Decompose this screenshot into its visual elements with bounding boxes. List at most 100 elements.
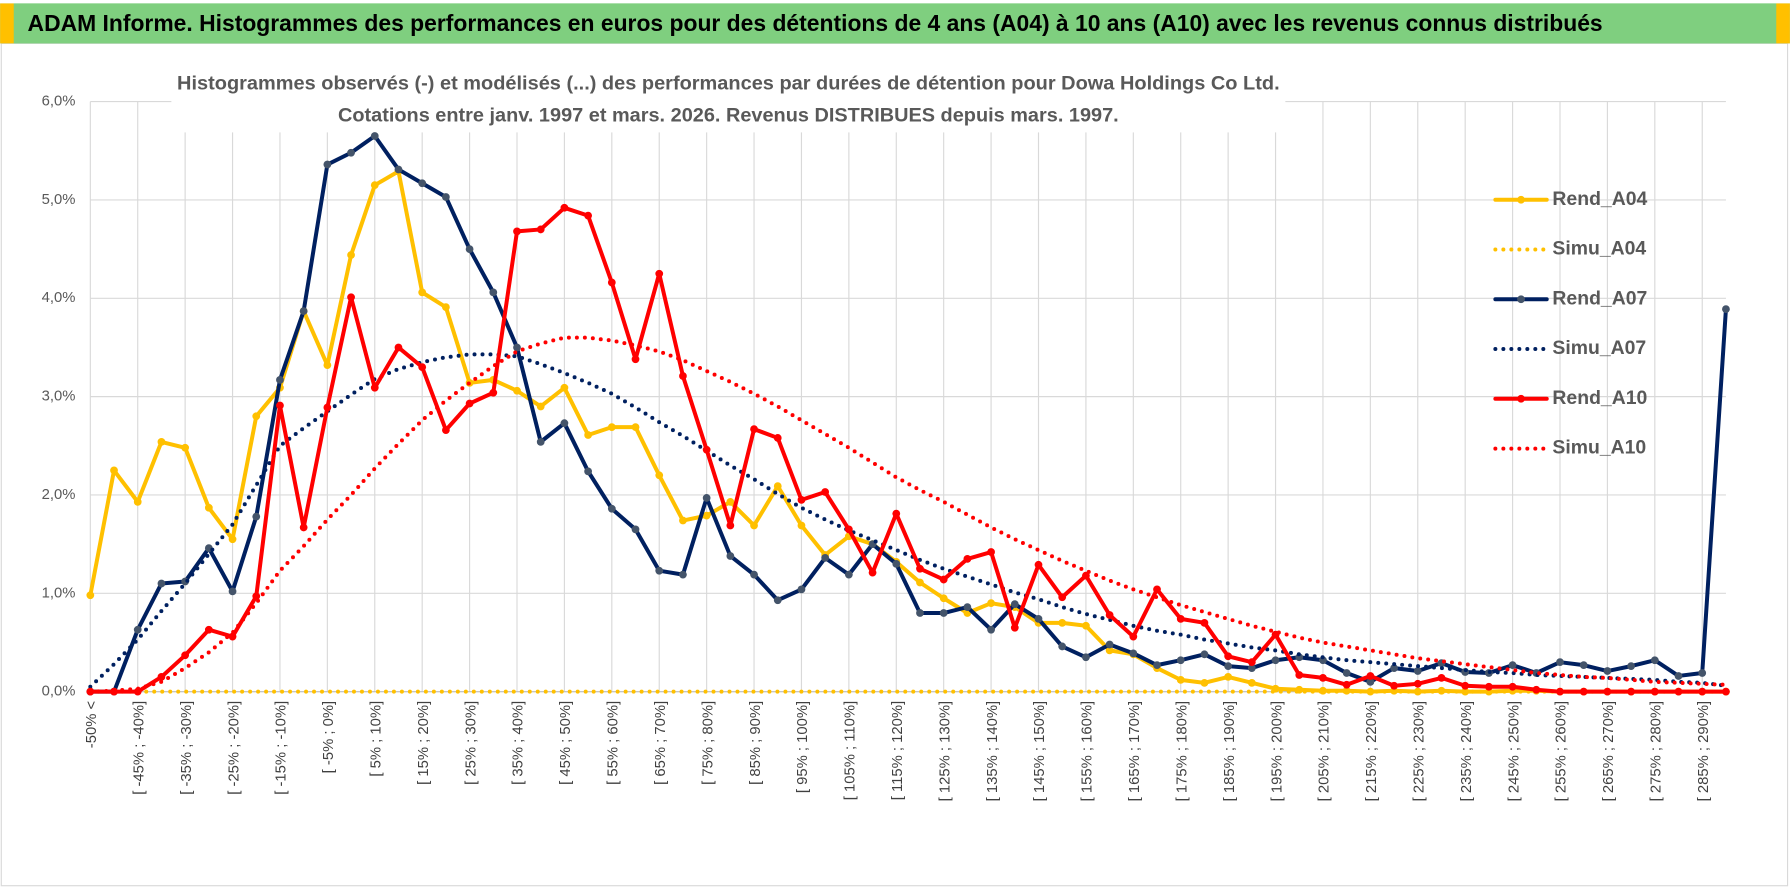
point-marker — [1627, 662, 1635, 670]
point-marker — [607, 278, 616, 287]
x-tick-label: [ 215% ; 220%] — [1364, 701, 1380, 802]
point-marker — [631, 423, 640, 432]
point-marker — [323, 361, 332, 370]
point-marker — [1508, 661, 1517, 670]
point-marker — [1224, 652, 1233, 661]
x-tick-label: [ -35% ; -30%] — [179, 701, 195, 795]
point-marker — [1200, 650, 1209, 659]
x-tick-label: [ -25% ; -20%] — [226, 701, 242, 795]
legend-marker — [1517, 195, 1525, 204]
point-marker — [655, 471, 664, 480]
x-tick-label: [ 35% ; 40%] — [511, 701, 527, 785]
point-marker — [1129, 632, 1138, 641]
point-marker — [181, 651, 190, 660]
legend-label: Rend_A10 — [1552, 387, 1647, 409]
point-marker — [560, 203, 569, 212]
point-marker — [252, 592, 261, 601]
point-marker — [797, 496, 806, 504]
point-marker — [1722, 687, 1730, 696]
point-marker — [1105, 611, 1114, 619]
header-bar — [13, 3, 1777, 44]
point-marker — [939, 575, 948, 584]
x-tick-label: [ 265% ; 270%] — [1601, 701, 1617, 802]
point-marker — [536, 437, 545, 446]
point-marker — [157, 579, 166, 588]
x-tick-label: [ 165% ; 170%] — [1127, 701, 1143, 802]
point-marker — [299, 307, 308, 315]
point-marker — [773, 596, 782, 605]
point-marker — [133, 497, 142, 506]
point-marker — [276, 376, 284, 384]
point-marker — [1295, 671, 1304, 679]
point-marker — [133, 625, 142, 634]
x-tick-label: [ 85% ; 90%] — [748, 701, 764, 785]
point-marker — [939, 609, 948, 617]
point-marker — [584, 431, 592, 439]
point-marker — [702, 445, 711, 454]
point-marker — [157, 673, 166, 681]
legend-marker — [1517, 394, 1525, 403]
point-marker — [228, 632, 237, 641]
point-marker — [1461, 681, 1470, 690]
y-tick-label: 3,0% — [42, 389, 76, 405]
point-marker — [1650, 687, 1659, 696]
point-marker — [1105, 646, 1114, 655]
point-marker — [987, 599, 995, 608]
point-marker — [963, 555, 972, 563]
y-tick-label: 5,0% — [42, 192, 76, 208]
point-marker — [916, 578, 924, 587]
legend-label: Rend_A04 — [1552, 188, 1647, 210]
point-marker — [157, 437, 166, 446]
point-marker — [513, 227, 521, 236]
header-corner — [0, 3, 14, 44]
point-marker — [821, 554, 830, 562]
point-marker — [513, 386, 521, 395]
point-marker — [1224, 673, 1233, 681]
point-marker — [465, 399, 474, 408]
x-tick-label: [ 175% ; 180%] — [1174, 701, 1190, 802]
point-marker — [773, 482, 782, 491]
point-marker — [560, 383, 569, 392]
y-tick-label: 6,0% — [42, 94, 76, 110]
point-marker — [702, 494, 711, 502]
point-marker — [1247, 678, 1256, 687]
point-marker — [1153, 661, 1161, 670]
point-marker — [1058, 593, 1067, 602]
point-marker — [655, 566, 664, 575]
point-marker — [1722, 305, 1730, 313]
point-marker — [323, 160, 332, 169]
point-marker — [939, 594, 948, 603]
point-marker — [347, 148, 355, 157]
legend-label: Simu_A07 — [1552, 337, 1646, 359]
point-marker — [394, 165, 403, 174]
point-marker — [228, 535, 237, 544]
x-tick-label: [ 195% ; 200%] — [1269, 701, 1285, 802]
point-marker — [204, 503, 213, 512]
point-marker — [1674, 687, 1683, 696]
point-marker — [607, 504, 616, 513]
point-marker — [679, 372, 687, 380]
point-marker — [773, 434, 782, 442]
point-marker — [584, 211, 592, 220]
point-marker — [1627, 687, 1635, 696]
point-marker — [1082, 571, 1090, 580]
y-tick-label: 4,0% — [42, 290, 76, 306]
x-tick-label: [ 245% ; 250%] — [1506, 701, 1522, 802]
point-marker — [868, 568, 877, 577]
x-tick-label: [ 145% ; 150%] — [1032, 701, 1048, 802]
point-marker — [513, 343, 521, 352]
x-tick-label: [ -5% ; 0%] — [321, 701, 337, 774]
legend-label: Simu_A10 — [1552, 437, 1646, 459]
x-tick-label: [ 75% ; 80%] — [700, 701, 716, 785]
x-tick-label: [ 65% ; 70%] — [653, 701, 669, 785]
x-tick-label: [ 125% ; 130%] — [937, 701, 953, 802]
observed-line — [88, 169, 1728, 694]
x-tick-label: [ 135% ; 140%] — [985, 701, 1001, 802]
plot-area — [86, 132, 1730, 696]
point-marker — [1105, 640, 1114, 649]
point-marker — [1247, 658, 1256, 667]
x-tick-label: [ 205% ; 210%] — [1317, 701, 1333, 802]
legend: Rend_A04 Simu_A04 Rend_A07 Simu_A07 Rend_A10… — [1493, 188, 1647, 459]
point-marker — [489, 288, 498, 297]
